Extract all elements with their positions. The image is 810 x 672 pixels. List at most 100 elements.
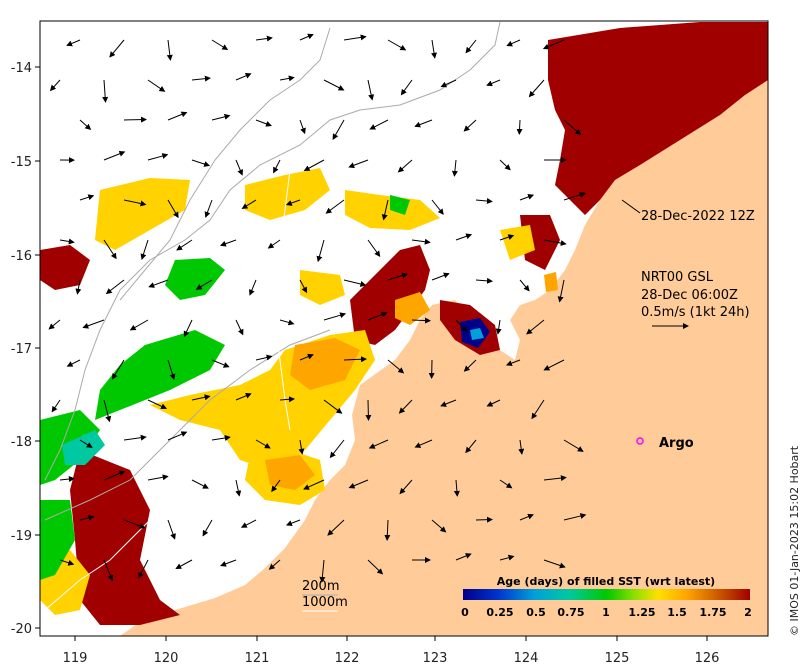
current-vector — [528, 79, 545, 98]
legend-tick: 0.75 — [557, 606, 584, 619]
current-vector — [323, 312, 347, 321]
current-vector — [59, 476, 75, 483]
current-vector — [220, 559, 237, 567]
current-vector — [486, 399, 501, 407]
map-frame — [39, 20, 769, 637]
sst-date-label: 28-Dec-2022 12Z — [641, 209, 755, 224]
current-vector — [369, 119, 389, 130]
current-vector — [191, 479, 209, 489]
current-vector — [367, 239, 381, 258]
current-vector — [235, 72, 252, 81]
current-vector — [105, 279, 125, 295]
current-vector — [204, 199, 213, 218]
current-vector — [285, 199, 301, 206]
current-vector — [414, 439, 433, 448]
current-vector — [183, 319, 193, 338]
current-vector — [102, 79, 109, 103]
current-vector — [147, 399, 168, 410]
current-vector — [82, 319, 105, 329]
current-vector — [465, 39, 477, 54]
current-vector — [455, 553, 472, 561]
current-vector — [563, 439, 584, 452]
current-vector — [431, 199, 444, 215]
current-vector — [147, 474, 169, 481]
current-vector — [398, 399, 413, 414]
current-vector — [343, 34, 367, 41]
land-mass — [120, 21, 768, 636]
x-tick-label: 125 — [605, 651, 630, 666]
current-vector — [367, 79, 375, 101]
current-vector — [111, 359, 125, 380]
legend-tick: 1.5 — [667, 606, 687, 619]
current-vector — [211, 359, 230, 368]
legend-colorbar — [463, 589, 750, 600]
current-vector — [167, 199, 179, 219]
current-vector — [176, 239, 193, 251]
current-vector — [140, 239, 149, 260]
current-vector — [219, 239, 237, 247]
current-vector — [255, 119, 272, 127]
argo-float-marker — [636, 437, 644, 445]
current-vector — [79, 194, 95, 201]
legend-tick: 1.75 — [699, 606, 726, 619]
current-vector — [255, 439, 271, 449]
current-vector — [235, 159, 244, 176]
current-vector — [329, 439, 345, 459]
y-tick-label: -18 — [11, 435, 32, 450]
current-vector — [387, 272, 409, 281]
current-vector — [202, 519, 213, 537]
age-legend: Age (days) of filled SST (wrt latest) 0 … — [461, 575, 752, 619]
current-vector — [367, 559, 384, 575]
current-vector — [431, 39, 437, 59]
x-tick-label: 123 — [423, 651, 448, 666]
current-vector — [79, 119, 92, 130]
sst-patches — [40, 22, 768, 625]
current-vector — [123, 116, 147, 123]
x-tick-label: 122 — [335, 651, 360, 666]
current-vector — [526, 319, 545, 335]
current-vector — [255, 35, 273, 42]
current-vector — [240, 519, 257, 528]
current-vector — [431, 272, 450, 281]
current-vector — [381, 199, 389, 221]
current-vector — [299, 353, 314, 361]
current-vector — [465, 439, 477, 454]
current-vector — [475, 198, 493, 205]
current-vector — [332, 119, 345, 140]
legend-title: Age (days) of filled SST (wrt latest) — [497, 575, 715, 588]
x-tick-label: 121 — [245, 651, 270, 666]
current-vector — [79, 514, 95, 521]
current-vector — [167, 519, 176, 540]
current-vector — [211, 435, 231, 441]
current-vector — [241, 199, 257, 210]
current-vector — [499, 234, 515, 241]
current-vector — [249, 279, 257, 296]
current-vector — [319, 559, 326, 583]
legend-tick: 1 — [602, 606, 610, 619]
current-vector — [414, 119, 433, 128]
current-vector — [195, 279, 213, 290]
current-vector — [279, 319, 295, 326]
current-vector — [129, 319, 149, 331]
current-vector — [109, 39, 125, 58]
current-vector — [285, 519, 301, 527]
current-vector — [475, 277, 493, 284]
legend-tick: 0.25 — [486, 606, 513, 619]
current-vector — [59, 238, 75, 245]
current-vector — [411, 238, 431, 245]
current-vector — [48, 319, 61, 330]
current-vector — [235, 479, 242, 497]
current-vector — [103, 559, 114, 582]
current-vector — [66, 359, 81, 367]
y-tick-label: -19 — [11, 529, 32, 544]
current-vector — [271, 479, 281, 493]
current-vector — [455, 319, 468, 333]
current-vector — [453, 479, 460, 497]
current-vector — [451, 159, 458, 177]
y-tick-label: -20 — [11, 622, 32, 637]
current-vector — [211, 113, 231, 121]
current-vector — [506, 39, 521, 47]
current-vector — [298, 439, 305, 455]
current-vector — [499, 554, 515, 561]
current-vector — [191, 75, 211, 82]
